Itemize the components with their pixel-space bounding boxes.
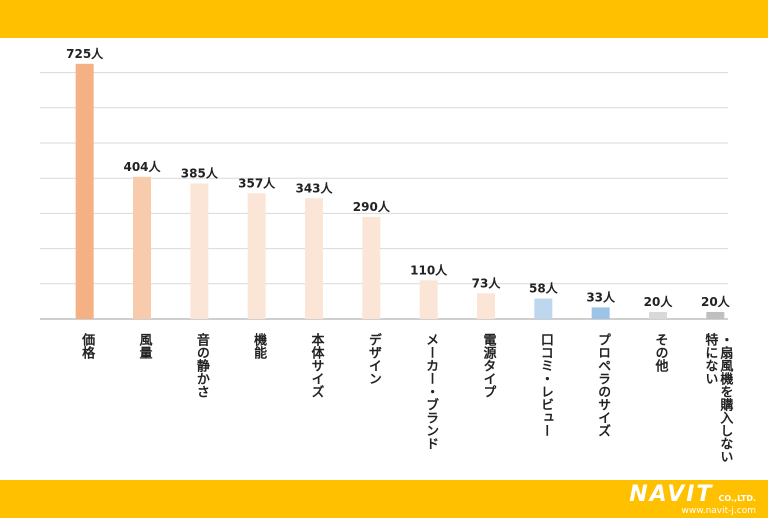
bar bbox=[133, 176, 151, 319]
value-label: 725人 bbox=[66, 46, 104, 61]
bar bbox=[706, 311, 725, 319]
bar bbox=[419, 280, 438, 319]
logo-suffix: CO.,LTD. bbox=[718, 494, 756, 503]
category-label: 音の静かさ bbox=[194, 332, 210, 398]
category-label: ・扇風機を購入しない bbox=[717, 333, 734, 463]
category-label: 風量 bbox=[137, 333, 153, 360]
value-label: 343人 bbox=[295, 180, 333, 195]
value-label: 290人 bbox=[353, 199, 391, 214]
value-labels: 725人 404人 385人 357人 343人 290人 110人 73人 58人 33人 20人… bbox=[66, 46, 731, 309]
value-label: 20人 bbox=[644, 294, 674, 309]
category-label: 電源タイプ bbox=[481, 333, 497, 398]
value-label: 20人 bbox=[701, 294, 731, 309]
category-label: プロペラのサイズ bbox=[595, 333, 611, 437]
category-label: その他 bbox=[653, 333, 670, 373]
value-label: 385人 bbox=[181, 165, 219, 180]
category-label: デザイン bbox=[366, 332, 382, 385]
category-label: 本体サイズ bbox=[309, 332, 325, 398]
category-label: メーカー・ブランド bbox=[423, 333, 438, 450]
bar bbox=[247, 193, 266, 319]
value-label: 357人 bbox=[238, 175, 276, 190]
gridlines bbox=[40, 72, 728, 320]
bottom-banner bbox=[0, 480, 768, 518]
bars bbox=[75, 63, 725, 319]
category-label: 機能 bbox=[251, 332, 267, 360]
bar bbox=[649, 311, 667, 319]
bar bbox=[477, 293, 495, 319]
value-label: 73人 bbox=[472, 275, 502, 290]
bar bbox=[534, 298, 553, 319]
top-banner bbox=[0, 0, 768, 38]
bar bbox=[190, 183, 209, 319]
category-label: 価格 bbox=[79, 332, 96, 360]
bar bbox=[305, 198, 323, 319]
category-labels: 価格 風量 音の静かさ 機能 本体サイズ デザイン メーカー・ブランド 電源タイプ 口コミ・レビ… bbox=[79, 332, 734, 463]
value-label: 110人 bbox=[410, 262, 448, 277]
value-label: 404人 bbox=[123, 159, 161, 174]
bar bbox=[362, 216, 381, 319]
bar-chart: 725人 404人 385人 357人 343人 290人 110人 73人 58人 33人 20人… bbox=[40, 46, 734, 463]
bar bbox=[75, 63, 94, 319]
value-label: 33人 bbox=[586, 289, 616, 304]
navit-logo: NAVIT CO.,LTD. www.navit-j.com bbox=[626, 482, 756, 517]
bar bbox=[591, 307, 610, 319]
logo-url: www.navit-j.com bbox=[681, 506, 756, 516]
value-label: 58人 bbox=[529, 281, 559, 296]
category-label: 特にない bbox=[702, 332, 718, 385]
category-label: 口コミ・レビュー bbox=[538, 333, 553, 437]
logo-brand: NAVIT bbox=[629, 482, 714, 507]
